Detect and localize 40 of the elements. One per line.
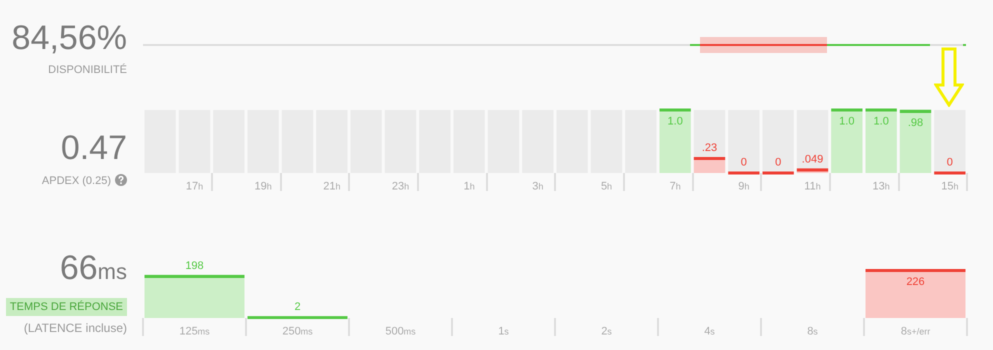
x-tick-label: 11h bbox=[804, 180, 821, 192]
x-tick-label: 15h bbox=[941, 180, 958, 192]
x-tick-label: 500ms bbox=[385, 326, 416, 338]
data-label: 1.0 bbox=[668, 116, 683, 128]
text: TEMPS DE RÉPONSE bbox=[6, 298, 127, 316]
x-tick-label: 3h bbox=[532, 180, 544, 192]
x-tick-label: 17h bbox=[186, 180, 204, 192]
x-tick-label: 5h bbox=[600, 180, 612, 192]
data-label: 0 bbox=[740, 156, 747, 168]
data-label: .049 bbox=[802, 153, 824, 166]
data-label: 198 bbox=[185, 260, 204, 272]
bar bbox=[796, 168, 828, 173]
data-label: .98 bbox=[908, 116, 924, 129]
x-tick-label: 8s bbox=[807, 326, 818, 338]
x-tick-label: 2s bbox=[601, 326, 612, 338]
x-tick-label: 19h bbox=[254, 180, 272, 192]
text: 84,56% bbox=[10, 18, 127, 58]
x-tick-label: 8s+/err bbox=[900, 326, 930, 338]
text: APDEX (0.25) bbox=[42, 175, 111, 187]
text: (LATENCE incluse) bbox=[22, 321, 127, 335]
chart-title: 66ms bbox=[58, 248, 127, 289]
x-tick-label: 23h bbox=[392, 180, 410, 192]
text: DISPONIBILITÉ bbox=[48, 64, 127, 76]
text: 0.47 bbox=[60, 128, 127, 168]
data-label: 1.0 bbox=[874, 116, 889, 128]
data-label: .23 bbox=[702, 142, 718, 154]
x-tick-label: 1s bbox=[498, 326, 510, 338]
data-label: 0 bbox=[946, 156, 953, 168]
x-tick-label: 125ms bbox=[179, 326, 210, 338]
data-label: 2 bbox=[294, 301, 301, 314]
data-label: 1.0 bbox=[839, 116, 854, 128]
x-tick-label: 13h bbox=[872, 180, 890, 192]
x-tick-label: 1h bbox=[464, 180, 475, 192]
data-label: 226 bbox=[906, 276, 925, 288]
x-tick-label: 9h bbox=[738, 180, 750, 192]
x-tick-label: 250ms bbox=[282, 326, 314, 338]
x-tick-label: 7h bbox=[670, 180, 681, 192]
data-label: 0 bbox=[775, 156, 782, 168]
x-tick-label: 21h bbox=[323, 180, 340, 192]
x-tick-label: 4s bbox=[704, 326, 716, 338]
